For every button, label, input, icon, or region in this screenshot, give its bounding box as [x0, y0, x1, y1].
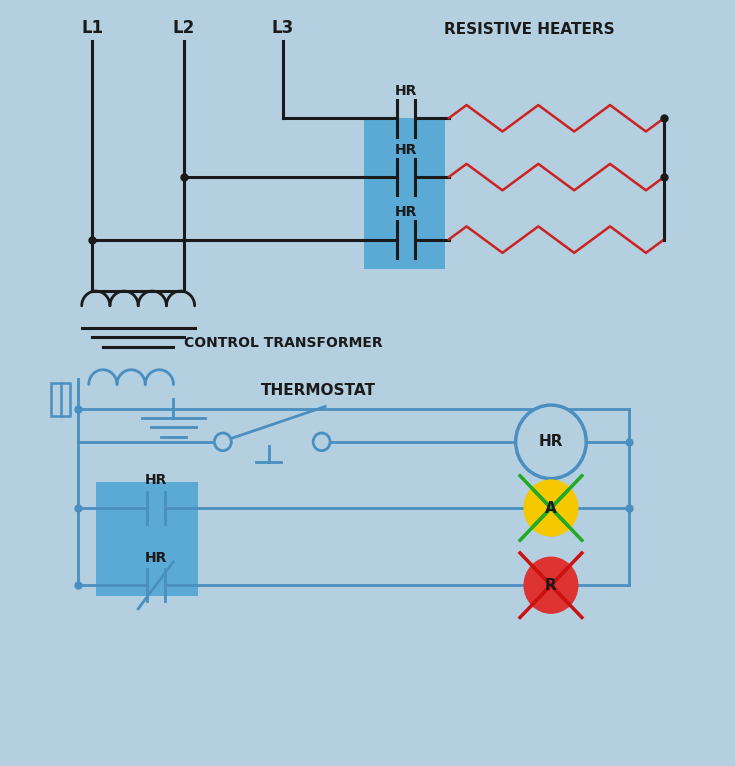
- Text: L3: L3: [272, 19, 294, 38]
- Circle shape: [524, 558, 578, 613]
- Text: CONTROL TRANSFORMER: CONTROL TRANSFORMER: [184, 336, 382, 349]
- Circle shape: [524, 480, 578, 536]
- Text: L1: L1: [82, 19, 104, 38]
- Text: THERMOSTAT: THERMOSTAT: [261, 383, 376, 398]
- Text: R: R: [545, 578, 557, 593]
- Circle shape: [215, 433, 232, 450]
- Text: HR: HR: [395, 142, 417, 156]
- Text: HR: HR: [395, 205, 417, 219]
- Text: RESISTIVE HEATERS: RESISTIVE HEATERS: [445, 22, 615, 38]
- Bar: [51, 383, 71, 416]
- Text: HR: HR: [539, 434, 563, 450]
- Text: HR: HR: [145, 473, 167, 487]
- Bar: [96, 483, 198, 596]
- Text: A: A: [545, 500, 557, 516]
- Text: HR: HR: [395, 83, 417, 98]
- Circle shape: [313, 433, 330, 450]
- Bar: [364, 118, 445, 269]
- Circle shape: [516, 405, 587, 479]
- Text: HR: HR: [145, 551, 167, 565]
- Text: L2: L2: [173, 19, 196, 38]
